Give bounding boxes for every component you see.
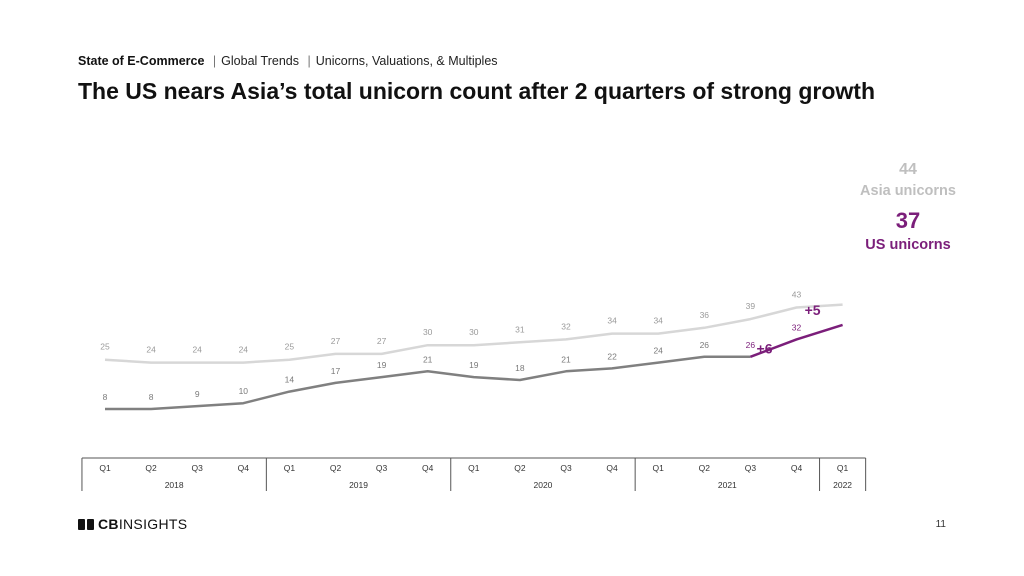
x-tick-label: Q3	[560, 463, 572, 473]
x-tick-label: Q3	[745, 463, 757, 473]
year-label: 2020	[533, 480, 552, 490]
asia-data-label: 39	[746, 301, 756, 311]
us-data-label: 14	[285, 375, 295, 385]
section-breadcrumb: State of E-Commerce | Global Trends | Unic…	[78, 54, 498, 68]
asia-series-label: Asia unicorns	[860, 183, 956, 199]
us-series-label: US unicorns	[865, 237, 950, 253]
logo-text-rest: INSIGHTS	[118, 516, 188, 532]
page-number: 11	[935, 519, 946, 530]
x-tick-label: Q2	[514, 463, 526, 473]
x-tick-label: Q1	[837, 463, 849, 473]
us-data-label: 21	[561, 354, 571, 364]
year-label: 2021	[718, 480, 737, 490]
x-tick-label: Q2	[330, 463, 342, 473]
us-data-label: 8	[103, 392, 108, 402]
x-tick-label: Q3	[192, 463, 204, 473]
us-end-value: 37	[896, 208, 920, 233]
us-data-label: 26	[746, 340, 756, 350]
us-data-label: 17	[331, 366, 341, 376]
asia-series-line	[104, 303, 843, 364]
x-tick-label: Q1	[99, 463, 111, 473]
cb-logo-icon	[78, 518, 94, 530]
x-tick-label: Q4	[606, 463, 618, 473]
us-data-label: 24	[653, 346, 663, 356]
breadcrumb-separator: |	[212, 54, 217, 68]
asia-data-label: 34	[607, 316, 617, 326]
asia-data-label: 24	[146, 345, 156, 355]
asia-data-label: 25	[100, 342, 110, 352]
us-data-label: 9	[195, 389, 200, 399]
us-data-label: 22	[607, 351, 617, 361]
section-name: State of E-Commerce	[78, 54, 205, 68]
year-label: 2018	[165, 480, 184, 490]
asia-data-label: 24	[192, 345, 202, 355]
us-series-highlight-line	[749, 323, 843, 358]
us-data-label: 32	[792, 322, 802, 332]
us-series-line	[105, 355, 751, 411]
us-data-label: 19	[469, 360, 479, 370]
asia-data-label: 27	[331, 336, 341, 346]
x-tick-label: Q3	[376, 463, 388, 473]
asia-data-label: 31	[515, 324, 525, 334]
breadcrumb-global-trends: Global Trends	[221, 54, 299, 68]
asia-data-label: 34	[653, 316, 663, 326]
breadcrumb-unicorns: Unicorns, Valuations, & Multiples	[315, 54, 498, 68]
asia-data-label: 36	[700, 310, 710, 320]
us-data-label: 19	[377, 360, 387, 370]
x-tick-label: Q4	[238, 463, 250, 473]
us-data-label: 26	[700, 340, 710, 350]
x-tick-label: Q1	[468, 463, 480, 473]
us-data-label: 8	[149, 392, 154, 402]
asia-data-label: 24	[239, 345, 249, 355]
year-label: 2019	[349, 480, 368, 490]
page-title: The US nears Asia’s total unicorn count …	[78, 78, 876, 104]
asia-data-label: 27	[377, 336, 387, 346]
us-data-label: 18	[515, 363, 525, 373]
asia-data-label: 30	[469, 327, 479, 337]
x-tick-label: Q2	[145, 463, 157, 473]
cb-insights-logo: CBINSIGHTS	[78, 516, 187, 532]
x-tick-label: Q4	[791, 463, 803, 473]
growth-annotation: +5	[805, 302, 821, 318]
us-data-label: 10	[239, 386, 249, 396]
us-data-label: 21	[423, 354, 433, 364]
growth-annotation: +6	[757, 340, 773, 356]
x-tick-label: Q1	[284, 463, 296, 473]
asia-end-value: 44	[899, 161, 917, 178]
asia-data-label: 43	[792, 290, 802, 300]
x-tick-label: Q1	[653, 463, 665, 473]
asia-data-label: 30	[423, 327, 433, 337]
breadcrumb-separator: |	[307, 54, 311, 68]
asia-data-label: 25	[285, 342, 295, 352]
year-label: 2022	[833, 480, 852, 490]
logo-text-bold: CB	[98, 516, 119, 532]
x-tick-label: Q4	[422, 463, 434, 473]
x-tick-label: Q2	[699, 463, 711, 473]
asia-data-label: 32	[561, 321, 571, 331]
